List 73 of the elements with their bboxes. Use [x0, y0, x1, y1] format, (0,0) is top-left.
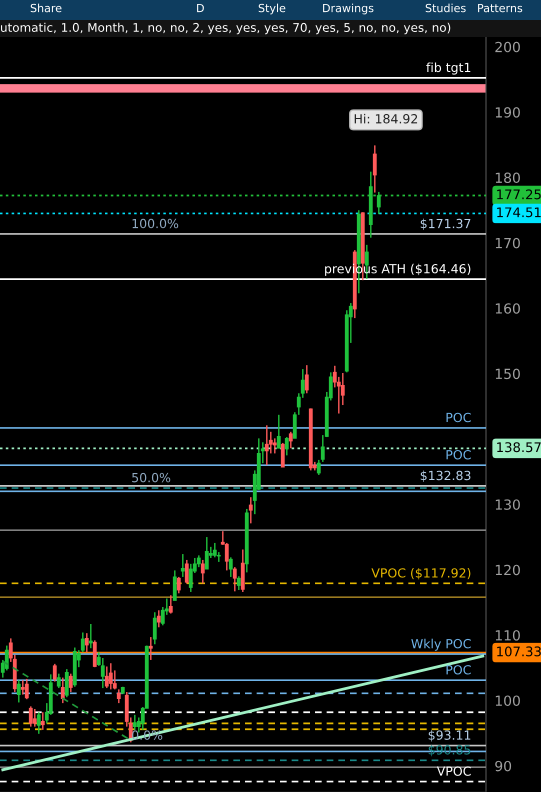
ref-line-label: $132.83 [420, 470, 470, 482]
candlestick [212, 542, 217, 558]
ref-line-label: $171.37 [420, 218, 470, 230]
candlestick [200, 559, 205, 584]
y-tick-label: 180 [496, 172, 520, 184]
y-tick-label: 190 [496, 107, 520, 118]
ref-line-label: Wkly POC [411, 638, 471, 651]
ref-line-label: POC [446, 665, 471, 675]
ref-line-label: VPOC [436, 766, 471, 776]
y-tick-label: 110 [496, 630, 520, 641]
text: Share [30, 4, 62, 12]
candlestick [228, 556, 233, 578]
ref-line-label: 177.25 [497, 189, 541, 200]
candlestick [176, 576, 181, 594]
y-tick-label: 100 [496, 695, 520, 706]
candlestick [36, 712, 41, 735]
candlestick [284, 436, 289, 456]
candlestick [180, 553, 185, 578]
y-tick-label: 120 [496, 564, 520, 576]
candlestick [64, 668, 69, 698]
candlestick [108, 662, 113, 690]
candlestick [32, 708, 37, 728]
ref-line-label: 138.57 [497, 442, 541, 452]
annotation: 100.0% [132, 218, 178, 228]
text: Drawings [323, 4, 374, 14]
candlestick [280, 442, 285, 468]
candlestick [168, 594, 173, 614]
text: Patterns [478, 4, 522, 12]
candlestick [288, 431, 293, 449]
candlestick [68, 672, 73, 693]
candlestick [84, 632, 89, 653]
candlestick [236, 576, 241, 591]
annotation: 50.0% [132, 472, 170, 482]
candlestick [184, 559, 189, 584]
y-tick-label: 160 [496, 303, 520, 314]
candlestick [24, 678, 29, 700]
candlestick [116, 688, 121, 704]
text: D [197, 4, 204, 12]
candlestick [156, 610, 161, 628]
y-tick-label: 130 [496, 499, 520, 510]
ref-line-label: POC [446, 412, 471, 422]
y-tick-label: 150 [496, 368, 520, 380]
text: utomatic, 1.0, Month, 1, no, no, 2, yes, yes, yes, 70, yes, 5, no, no, yes, no) [1, 22, 450, 34]
candlestick [248, 496, 253, 524]
y-tick-label: 90 [495, 760, 512, 772]
candlestick [152, 612, 157, 645]
ref-line-label: 174.51 [497, 207, 541, 218]
candlestick [40, 712, 45, 731]
text: Style [258, 4, 286, 14]
candlestick [316, 459, 321, 476]
ref-line-label: $93.11 [428, 730, 470, 742]
candlestick [16, 680, 21, 704]
candlestick [20, 680, 25, 696]
candlestick [204, 536, 209, 570]
candlestick [28, 706, 33, 728]
candlestick [132, 714, 137, 731]
candlestick [276, 414, 281, 449]
candlestick [52, 663, 57, 682]
ref-line-label: POC [446, 450, 471, 460]
candlestick [56, 672, 61, 689]
candlestick [104, 666, 109, 689]
ref-line-label: fib tgt1 [426, 62, 470, 75]
y-tick-label: 170 [496, 238, 520, 248]
candlestick [232, 566, 237, 592]
candlestick [88, 623, 93, 649]
ref-line-label: VPOC ($117.92) [371, 568, 470, 580]
candlestick [172, 570, 177, 602]
candlestick [304, 364, 309, 394]
annotation: Hi: 184.92 [354, 114, 418, 124]
candlestick [372, 144, 377, 194]
text: Studies [426, 4, 466, 12]
y-tick-label: 200 [495, 42, 520, 52]
ref-line-label: 107.33 [497, 646, 541, 656]
